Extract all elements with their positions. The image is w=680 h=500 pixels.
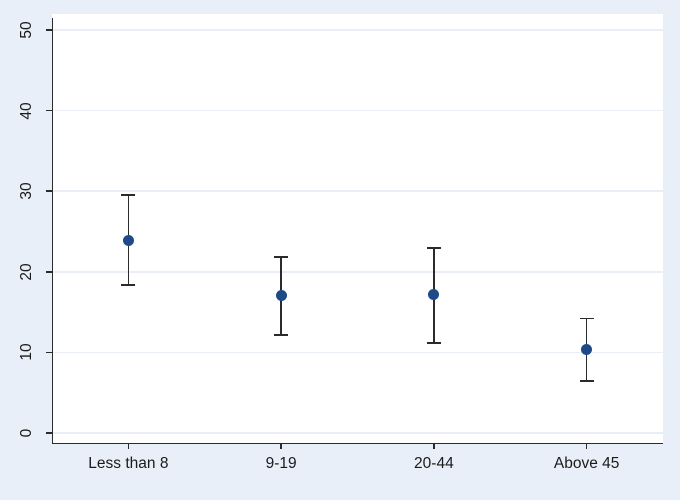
- x-tick-mark: [127, 443, 130, 449]
- y-gridline: [53, 29, 663, 31]
- error-bar-cap-top: [274, 256, 289, 259]
- y-tick-label: 20: [18, 263, 35, 281]
- y-gridline: [53, 271, 663, 273]
- x-tick-mark: [585, 443, 588, 449]
- x-tick-label: 20-44: [414, 455, 454, 472]
- error-bar-cap-top: [579, 317, 594, 320]
- data-point-marker: [275, 289, 287, 301]
- y-tick-mark: [46, 271, 52, 273]
- y-tick-label: 0: [18, 428, 35, 438]
- x-tick-mark: [433, 443, 435, 449]
- x-tick-label: Less than 8: [88, 455, 169, 472]
- y-tick-label: 30: [18, 182, 35, 200]
- data-point-marker: [428, 288, 440, 300]
- y-gridline: [53, 432, 663, 434]
- error-bar-cap-bottom: [579, 379, 594, 382]
- y-gridline: [53, 109, 663, 112]
- y-tick-label: 40: [18, 101, 35, 120]
- error-bar-cap-top: [121, 194, 136, 197]
- y-gridline: [53, 351, 663, 354]
- y-tick-mark: [46, 432, 52, 434]
- x-tick-label: Above 45: [553, 455, 620, 472]
- y-tick-mark: [46, 109, 52, 112]
- data-point-marker: [122, 234, 134, 246]
- y-tick-mark: [46, 190, 52, 192]
- y-axis-line: [52, 18, 54, 443]
- y-tick-mark: [46, 351, 52, 354]
- y-gridline: [53, 190, 663, 192]
- y-tick-label: 50: [18, 21, 35, 39]
- plot-area: [52, 14, 663, 443]
- y-tick-mark: [46, 29, 52, 31]
- x-tick-label: 9-19: [265, 455, 297, 472]
- error-bar-cap-bottom: [121, 283, 136, 286]
- data-point-marker: [581, 344, 593, 356]
- x-axis-line: [52, 443, 663, 445]
- error-bar-cap-top: [426, 246, 441, 249]
- y-tick-label: 10: [18, 343, 35, 362]
- x-tick-mark: [280, 443, 282, 449]
- error-bar-cap-bottom: [426, 341, 441, 344]
- error-bar-cap-bottom: [274, 333, 289, 336]
